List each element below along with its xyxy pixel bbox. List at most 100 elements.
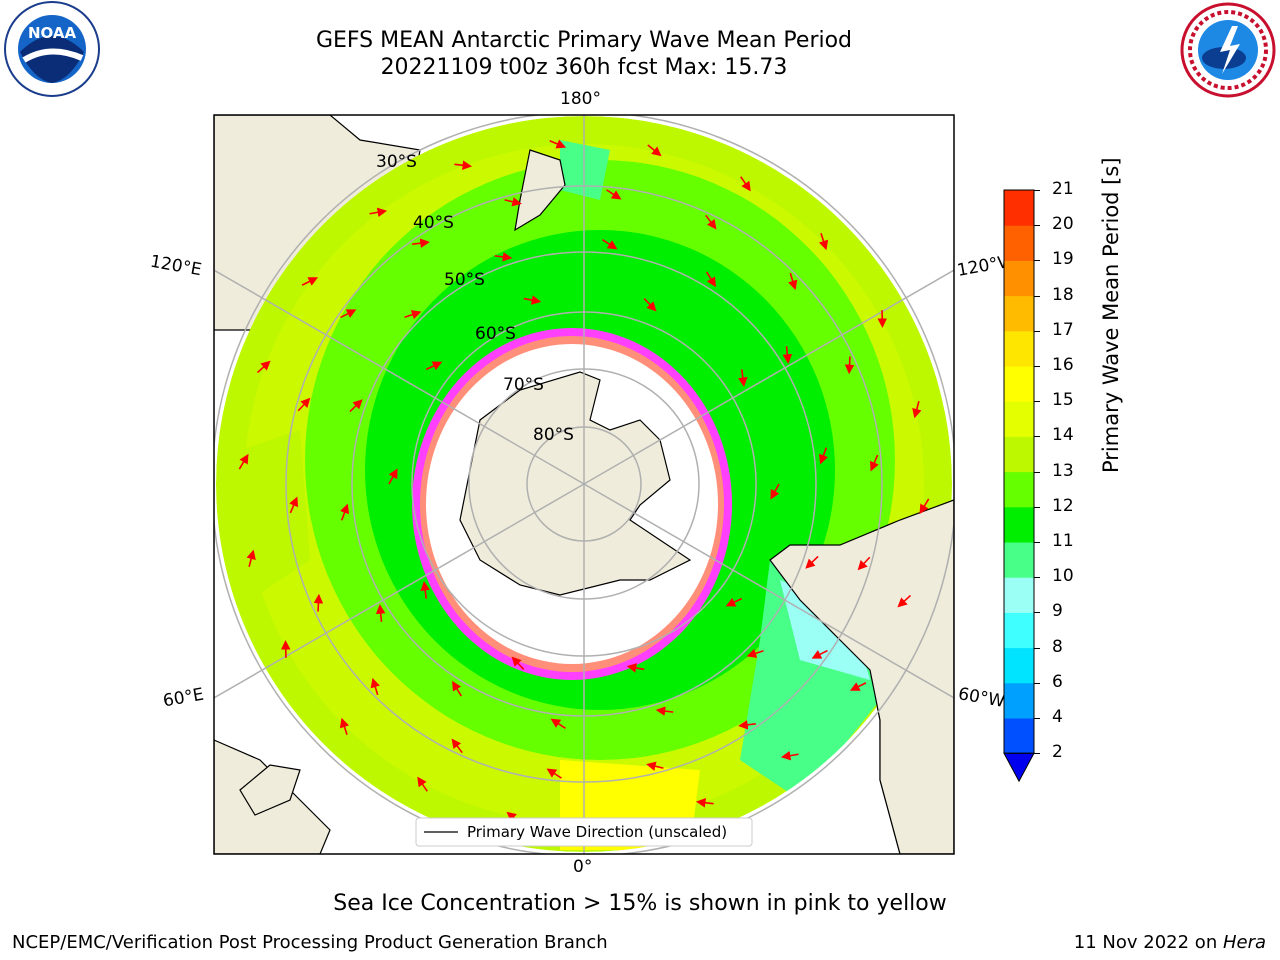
wave-arrow: [494, 252, 513, 262]
wave-arrow: [602, 239, 618, 250]
wave-arrow: [511, 656, 525, 671]
wave-arrow: [313, 593, 324, 612]
wave-arrow: [788, 272, 798, 291]
wave-arrow: [256, 360, 271, 374]
wave-arrow: [912, 400, 922, 419]
colorbar-tick-label: 2: [1052, 742, 1063, 763]
madagascar-land: [239, 764, 301, 816]
wave-arrow: [897, 594, 912, 608]
wave-arrow: [339, 717, 350, 735]
colorbar-segment: [1004, 506, 1034, 543]
wave-arrow: [504, 197, 522, 207]
footer-date-text: 11 Nov 2022 on: [1073, 932, 1223, 953]
wave-arrow: [626, 663, 645, 673]
wave-arrow: [805, 555, 819, 569]
colorbar-tick-mark: [1034, 401, 1040, 403]
wave-arrow: [740, 176, 751, 192]
colorbar-segment: [1004, 436, 1034, 473]
wave-arrow: [869, 454, 879, 472]
colorbar-segment: [1004, 612, 1034, 649]
wave-arrow: [546, 768, 562, 779]
colorbar-tick-label: 19: [1052, 249, 1074, 270]
sea-ice-caption: Sea Ice Concentration > 15% is shown in …: [333, 891, 947, 916]
wave-arrow: [412, 238, 430, 248]
svg-text:NOAA: NOAA: [28, 24, 77, 42]
colorbar-tick-mark: [1034, 330, 1040, 332]
colorbar-tick-mark: [1034, 577, 1040, 579]
wave-arrow: [818, 447, 828, 465]
wave-arrow: [746, 648, 764, 658]
colorbar-tick-label: 18: [1052, 284, 1074, 305]
colorbar-tick-mark: [1034, 753, 1040, 755]
colorbar-tick-label: 21: [1052, 179, 1074, 199]
footer-branch: NCEP/EMC/Verification Post Processing Pr…: [12, 932, 608, 953]
wave-arrow: [643, 297, 657, 312]
colorbar-segment: [1004, 682, 1034, 719]
wave-arrow: [780, 750, 799, 761]
wave-arrow: [425, 361, 443, 371]
wave-arrow: [818, 233, 829, 251]
colorbar-tick-mark: [1034, 436, 1040, 438]
wave-arrow: [452, 680, 463, 697]
wave-arrow: [289, 496, 299, 514]
colorbar-tick-mark: [1034, 682, 1040, 684]
lon-label-180: 180°: [560, 89, 601, 109]
wave-arrow: [404, 310, 422, 320]
wave-arrow: [646, 761, 664, 771]
wave-arrow: [388, 468, 398, 485]
wave-arrow: [705, 271, 716, 288]
wave-arrow: [857, 556, 871, 571]
colorbar-tick-mark: [1034, 225, 1040, 227]
legend-label: Primary Wave Direction (unscaled): [467, 823, 728, 841]
colorbar: [1003, 189, 1035, 783]
wave-arrow: [725, 597, 743, 607]
wave-arrow: [370, 677, 380, 696]
wave-arrow: [811, 649, 828, 659]
colorbar-tick-mark: [1034, 647, 1040, 649]
colorbar-extend: [1003, 752, 1035, 783]
colorbar-tick-label: 11: [1052, 531, 1074, 551]
wave-direction-arrows: [238, 139, 930, 829]
colorbar-tick-label: 13: [1052, 460, 1074, 481]
colorbar-segment: [1004, 471, 1034, 508]
colorbar-tick-mark: [1034, 612, 1040, 614]
lat-label-60s: 60°S: [475, 324, 516, 344]
wave-arrow: [782, 346, 793, 364]
map-legend: [415, 817, 753, 847]
colorbar-segment: [1004, 542, 1034, 578]
colorbar-segment: [1004, 330, 1034, 367]
lat-label-50s: 50°S: [444, 270, 485, 290]
colorbar-tick-mark: [1034, 542, 1040, 543]
colorbar-segment: [1004, 225, 1034, 261]
wave-arrow: [301, 277, 319, 286]
lat-label-80s: 80°S: [533, 425, 574, 445]
wave-arrow: [369, 207, 388, 218]
footer-host: Hera: [1222, 932, 1266, 953]
colorbar-tick-label: 14: [1052, 425, 1074, 446]
colorbar-tick-label: 20: [1052, 214, 1074, 235]
lat-label-40s: 40°S: [413, 213, 454, 233]
colorbar-segment: [1004, 647, 1034, 684]
wave-arrow: [606, 189, 622, 200]
wave-arrow: [550, 718, 566, 729]
colorbar-tick-label: 4: [1052, 707, 1063, 727]
wave-arrow: [770, 483, 780, 500]
title-line-2: 20221109 t00z 360h fcst Max: 15.73: [380, 55, 788, 80]
wave-arrow: [420, 580, 430, 599]
colorbar-tick-label: 16: [1052, 355, 1074, 375]
wave-arrow: [417, 776, 428, 792]
wave-arrow: [655, 706, 674, 716]
wave-arrow: [246, 549, 256, 568]
colorbar-segment: [1004, 718, 1034, 754]
colorbar-tick-mark: [1034, 506, 1040, 508]
colorbar-tick-mark: [1034, 471, 1040, 473]
colorbar-tick-mark: [1034, 718, 1040, 719]
wave-arrow: [340, 503, 350, 521]
colorbar-tick-mark: [1034, 260, 1040, 262]
lon-label-0: 0°: [573, 857, 593, 877]
footer-date: 11 Nov 2022 on Hera: [1074, 932, 1266, 953]
wave-arrow: [349, 399, 363, 413]
colorbar-segment: [1004, 401, 1034, 437]
colorbar-label: Primary Wave Mean Period [s]: [1099, 157, 1123, 473]
